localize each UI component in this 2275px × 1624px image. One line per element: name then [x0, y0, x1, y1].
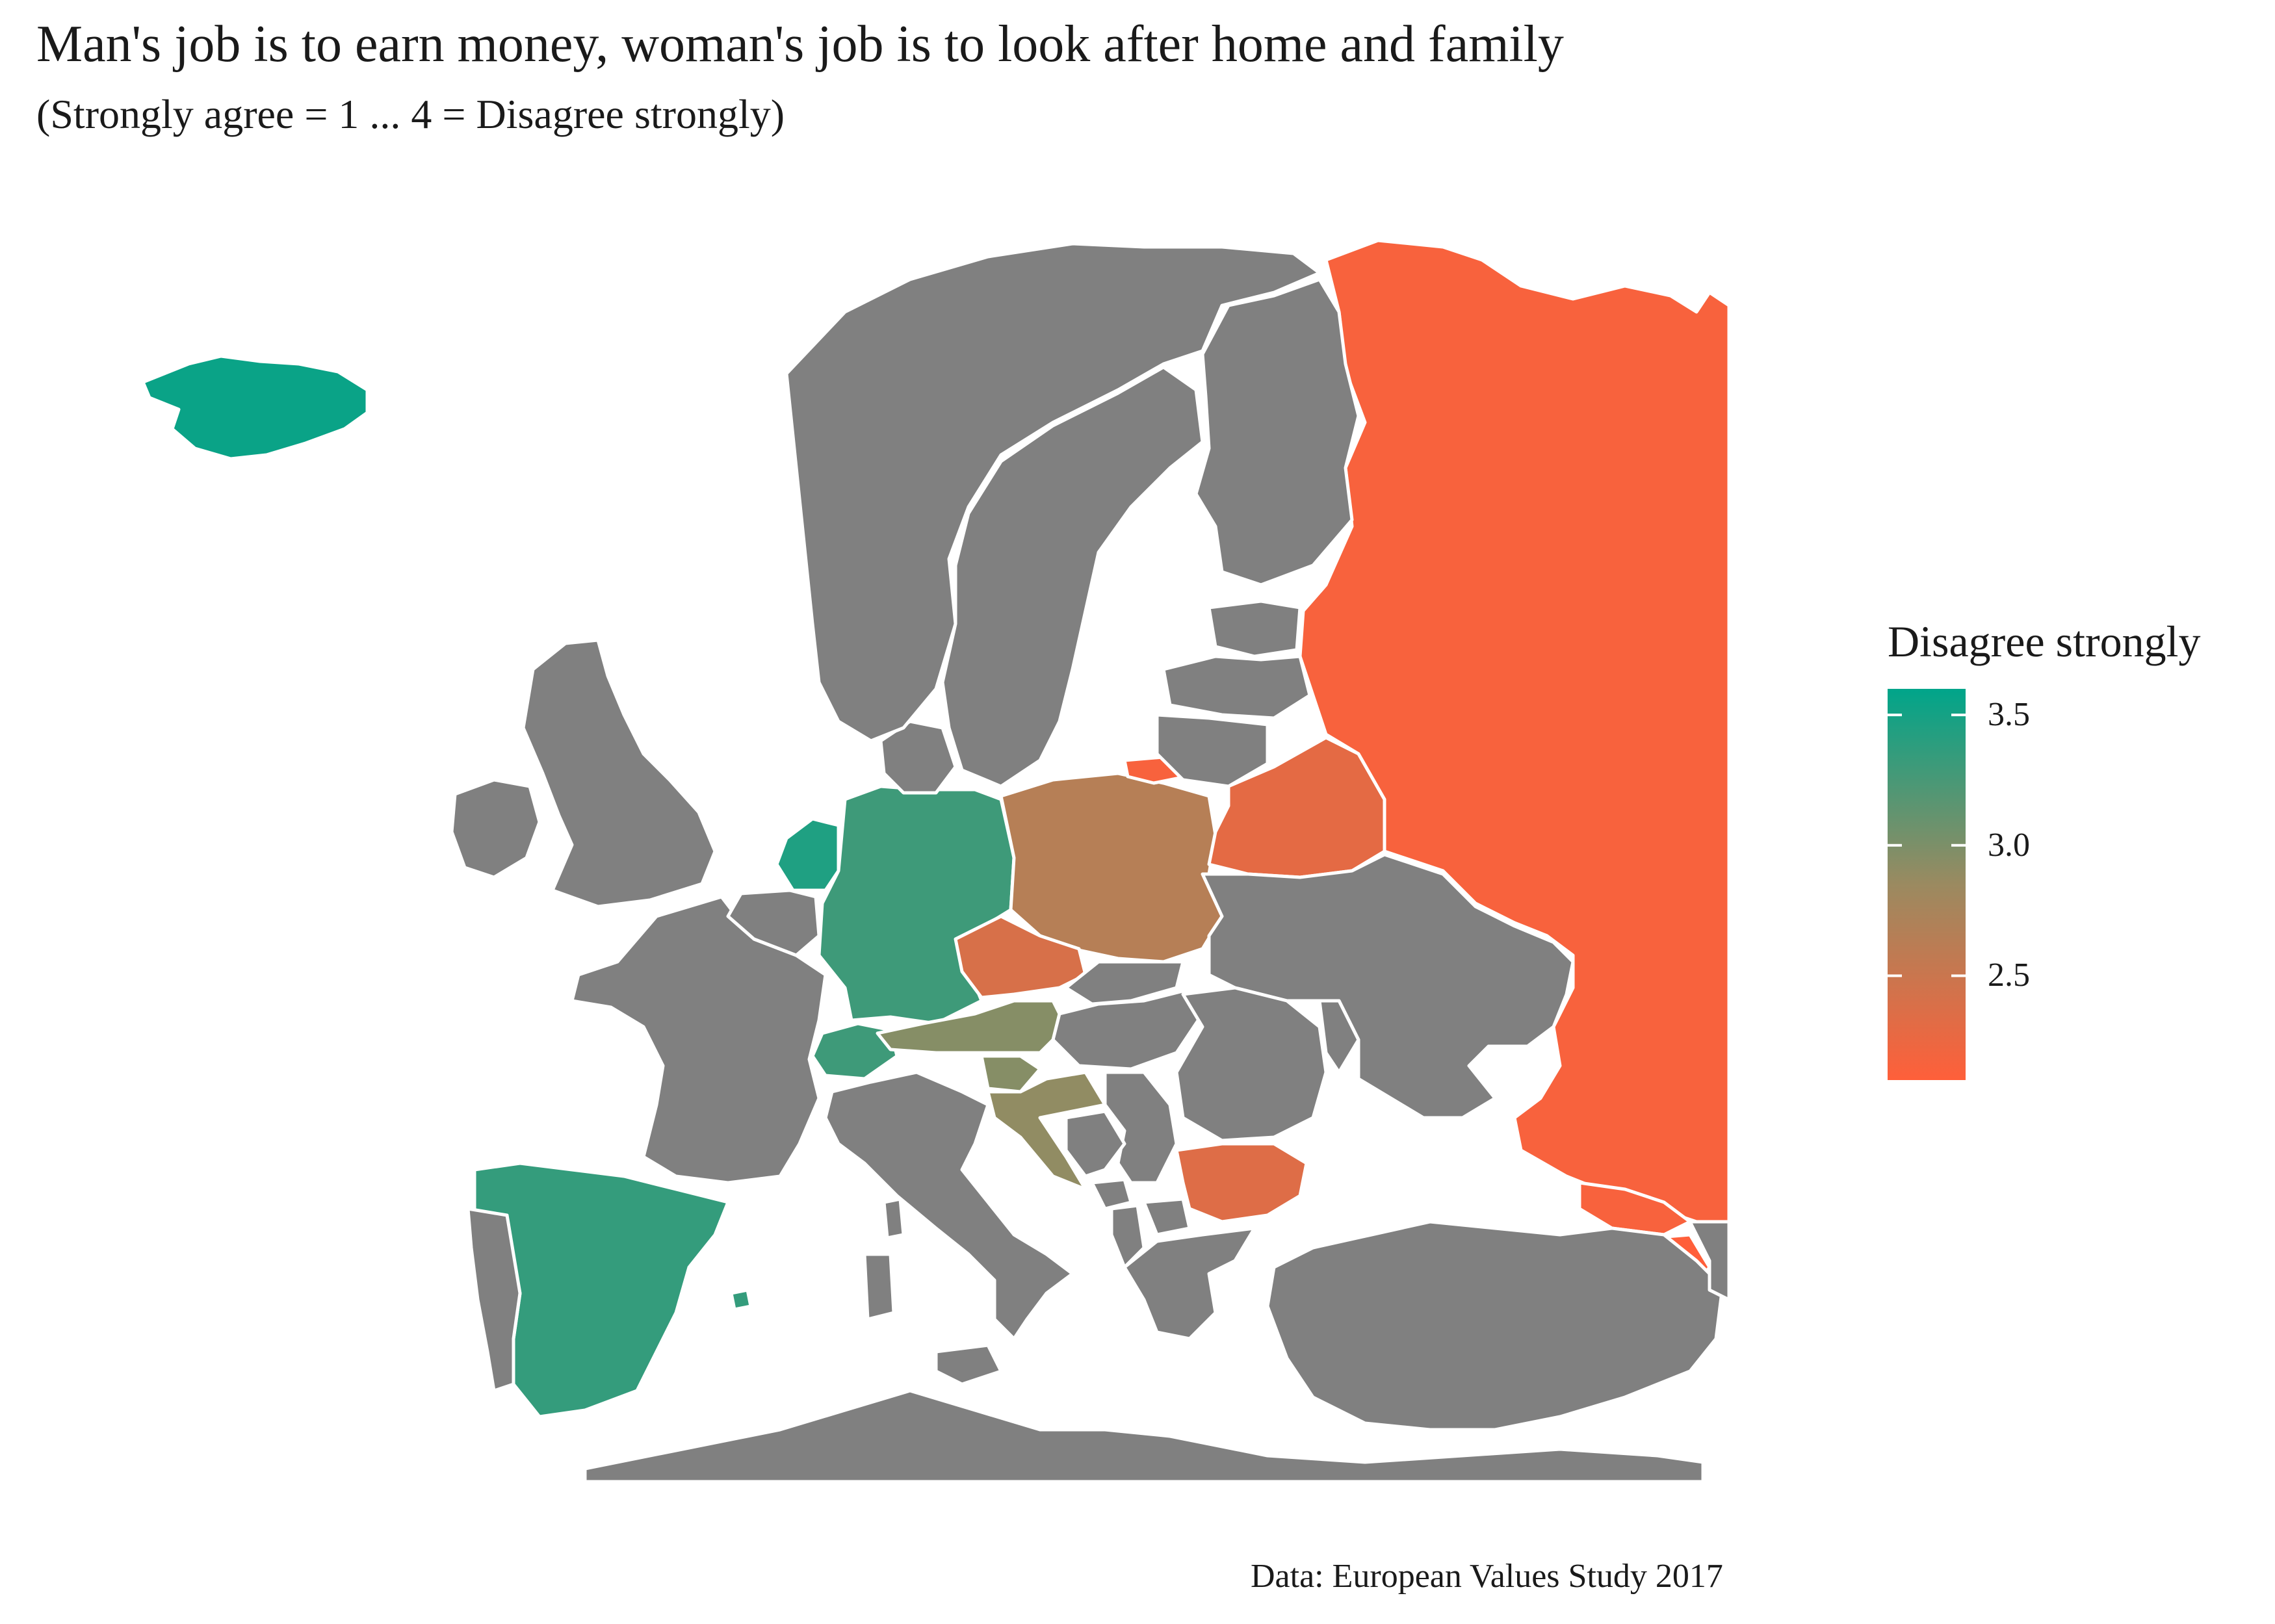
region-italy: [824, 1070, 1074, 1341]
region-finland: [1194, 277, 1360, 587]
region-norway: [785, 242, 1321, 743]
region-serbia: [1103, 1070, 1178, 1185]
region-portugal: [466, 1207, 522, 1393]
legend-tick-label: 3.0: [1988, 826, 2030, 864]
region-iceland: [141, 354, 369, 461]
region-montenegro: [1090, 1178, 1133, 1211]
region-sardinia: [863, 1252, 896, 1321]
region-turkey: [1266, 1220, 1724, 1432]
region-bulgaria: [1175, 1142, 1308, 1224]
region-greece: [1123, 1226, 1256, 1341]
region-estonia: [1207, 599, 1302, 658]
region-latvia: [1162, 654, 1312, 720]
region-switzerland: [811, 1022, 899, 1081]
region-belgium: [726, 888, 821, 957]
region-north-macedonia: [1142, 1197, 1191, 1237]
region-croatia: [986, 1070, 1107, 1191]
region-bosnia-and-herzegovina: [1064, 1109, 1126, 1178]
region-hungary: [1051, 989, 1204, 1071]
region-russia: [1298, 238, 1731, 1224]
region-netherlands: [775, 817, 840, 892]
region-denmark: [879, 719, 957, 795]
data-source-caption: Data: European Values Study 2017: [1251, 1558, 1723, 1595]
chart-title: Man's job is to earn money, woman's job …: [36, 16, 1564, 73]
region-ireland: [450, 778, 541, 879]
region-georgia: [1578, 1181, 1692, 1237]
region-sicily: [934, 1343, 1003, 1386]
legend-tick-label: 3.5: [1988, 696, 2030, 734]
legend-colorbar: [1888, 689, 1966, 1080]
region-moldova: [1318, 999, 1360, 1074]
region-lithuania: [1155, 713, 1269, 788]
region-united-kingdom: [521, 638, 717, 909]
region-mallorca: [729, 1288, 753, 1311]
legend-tick-label: 2.5: [1988, 957, 2030, 994]
region-sweden: [941, 365, 1204, 788]
legend-title: Disagree strongly: [1888, 617, 2201, 666]
region-azerbaijan: [1688, 1220, 1731, 1302]
region-france: [570, 895, 827, 1185]
region-north-africa: [583, 1389, 1705, 1484]
region-corsica: [882, 1197, 905, 1240]
chart-subtitle: (Strongly agree = 1 ... 4 = Disagree str…: [36, 91, 785, 137]
region-slovenia: [980, 1054, 1042, 1094]
region-romania: [1175, 986, 1328, 1142]
